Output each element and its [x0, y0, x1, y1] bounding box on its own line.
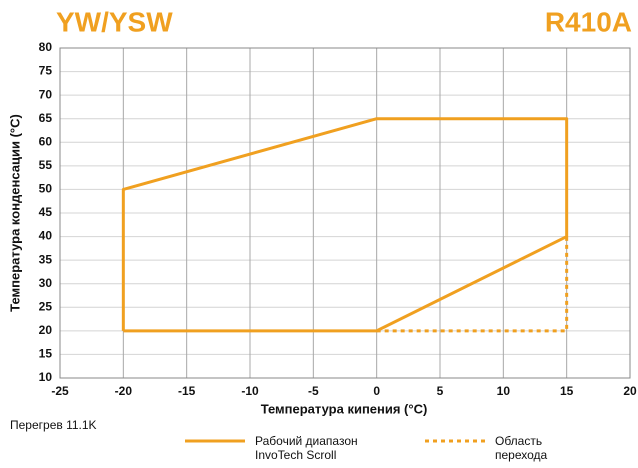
legend-label: Рабочий диапазон InvoTech Scroll [255, 434, 358, 462]
y-tick-label: 60 [39, 134, 53, 148]
y-tick-label: 45 [39, 205, 53, 219]
plot-frame [59, 47, 631, 379]
y-tick-label: 55 [39, 158, 53, 172]
y-tick-label: 10 [39, 370, 53, 384]
y-tick-label: 80 [39, 40, 53, 54]
x-tick-label: 10 [497, 384, 511, 398]
y-tick-label: 20 [39, 323, 53, 337]
x-axis-label: Температура кипения (°C) [261, 401, 428, 416]
x-tick-label: -20 [115, 384, 133, 398]
x-tick-label: -15 [178, 384, 196, 398]
x-tick-label: 20 [623, 384, 637, 398]
x-tick-label: 15 [560, 384, 574, 398]
x-tick-label: -10 [241, 384, 259, 398]
annotation: Перегрев 11.1K [10, 418, 97, 432]
y-tick-label: 35 [39, 252, 53, 266]
chart-subtitle: R410A [545, 6, 632, 37]
y-tick-label: 30 [39, 276, 53, 290]
legend-label: Область перехода [495, 434, 548, 462]
y-tick-label: 25 [39, 299, 53, 313]
y-tick-label: 70 [39, 87, 53, 101]
y-tick-label: 40 [39, 229, 53, 243]
x-tick-label: 0 [373, 384, 380, 398]
y-tick-label: 15 [39, 347, 53, 361]
y-tick-label: 50 [39, 182, 53, 196]
y-axis-label: Температура конденсации (°C) [7, 114, 22, 312]
y-tick-label: 65 [39, 111, 53, 125]
x-tick-label: -25 [51, 384, 69, 398]
y-tick-label: 75 [39, 64, 53, 78]
chart-title: YW/YSW [56, 6, 173, 37]
x-tick-label: 5 [437, 384, 444, 398]
envelope-line [121, 117, 569, 333]
x-tick-label: -5 [308, 384, 319, 398]
